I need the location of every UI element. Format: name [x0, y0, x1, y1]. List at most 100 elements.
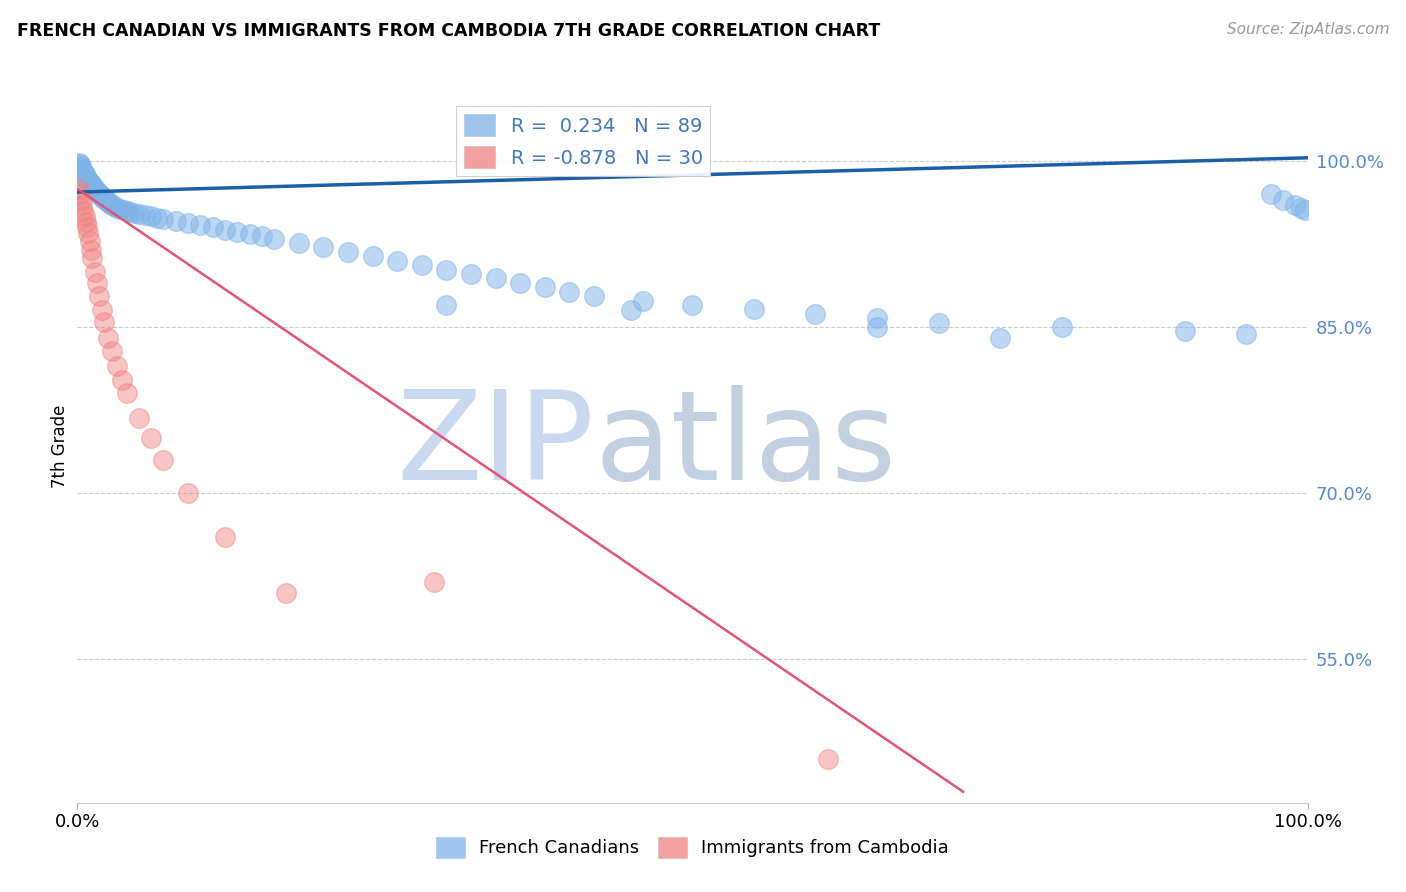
Point — [509, 276, 531, 290]
Point — [79, 234, 101, 248]
Point — [742, 302, 765, 317]
Point — [177, 486, 200, 500]
Point — [817, 751, 839, 765]
Text: Source: ZipAtlas.com: Source: ZipAtlas.com — [1226, 22, 1389, 37]
Point — [105, 201, 128, 215]
Point — [82, 178, 104, 193]
Text: atlas: atlas — [595, 385, 896, 507]
Point — [100, 197, 122, 211]
Point — [633, 293, 655, 308]
Point — [312, 240, 335, 254]
Point — [80, 243, 103, 257]
Point — [928, 316, 950, 330]
Point — [101, 198, 124, 212]
Point — [337, 244, 360, 259]
Point — [97, 195, 120, 210]
Point — [69, 187, 91, 202]
Point — [82, 180, 104, 194]
Point — [201, 220, 224, 235]
Point — [423, 574, 446, 589]
Point — [67, 156, 90, 170]
Point — [76, 171, 98, 186]
Point — [80, 178, 103, 192]
Point — [239, 227, 262, 241]
Point — [97, 331, 120, 345]
Point — [90, 189, 114, 203]
Point — [411, 258, 433, 272]
Point — [214, 223, 236, 237]
Point — [436, 262, 458, 277]
Point — [73, 210, 96, 224]
Y-axis label: 7th Grade: 7th Grade — [51, 404, 69, 488]
Point — [94, 193, 117, 207]
Point — [128, 410, 150, 425]
Point — [146, 211, 169, 225]
Point — [558, 285, 581, 299]
Point — [115, 386, 138, 401]
Text: ZIP: ZIP — [396, 385, 595, 507]
Point — [77, 174, 100, 188]
Point — [112, 202, 135, 217]
Point — [91, 191, 114, 205]
Point — [120, 205, 142, 219]
Point — [82, 179, 104, 194]
Point — [485, 271, 508, 285]
Point — [76, 220, 98, 235]
Point — [177, 216, 200, 230]
Point — [75, 215, 97, 229]
Point — [620, 303, 643, 318]
Point — [165, 214, 187, 228]
Point — [1234, 326, 1257, 341]
Point — [76, 173, 98, 187]
Point — [152, 211, 174, 226]
Point — [73, 169, 96, 183]
Point — [141, 210, 163, 224]
Point — [866, 311, 889, 326]
Point — [122, 206, 145, 220]
Point — [152, 453, 174, 467]
Point — [214, 530, 236, 544]
Point — [110, 202, 132, 216]
Point — [288, 235, 311, 250]
Point — [134, 208, 156, 222]
Point — [89, 187, 111, 202]
Point — [111, 373, 132, 387]
Point — [89, 289, 111, 303]
Point — [70, 164, 93, 178]
Point — [105, 359, 128, 373]
Point — [1272, 193, 1295, 207]
Point — [1050, 320, 1073, 334]
Point — [141, 431, 163, 445]
Point — [87, 186, 110, 201]
Point — [361, 249, 384, 263]
Point — [79, 176, 101, 190]
Point — [1284, 198, 1306, 212]
Point — [98, 196, 121, 211]
Point — [70, 159, 93, 173]
Point — [188, 219, 212, 233]
Point — [90, 188, 112, 202]
Point — [101, 344, 124, 359]
Point — [263, 231, 285, 245]
Point — [86, 185, 108, 199]
Point — [70, 193, 93, 207]
Point — [83, 265, 105, 279]
Point — [82, 252, 104, 266]
Point — [70, 198, 93, 212]
Point — [1174, 325, 1197, 339]
Point — [93, 314, 115, 328]
Point — [583, 289, 606, 303]
Point — [1294, 202, 1316, 217]
Point — [77, 226, 100, 240]
Point — [1260, 187, 1282, 202]
Point — [70, 161, 93, 176]
Point — [250, 229, 273, 244]
Point — [79, 175, 101, 189]
Point — [84, 184, 107, 198]
Point — [436, 298, 458, 312]
Point — [115, 203, 138, 218]
Point — [72, 203, 94, 218]
Point — [103, 199, 125, 213]
Point — [988, 331, 1011, 345]
Point — [276, 585, 298, 599]
